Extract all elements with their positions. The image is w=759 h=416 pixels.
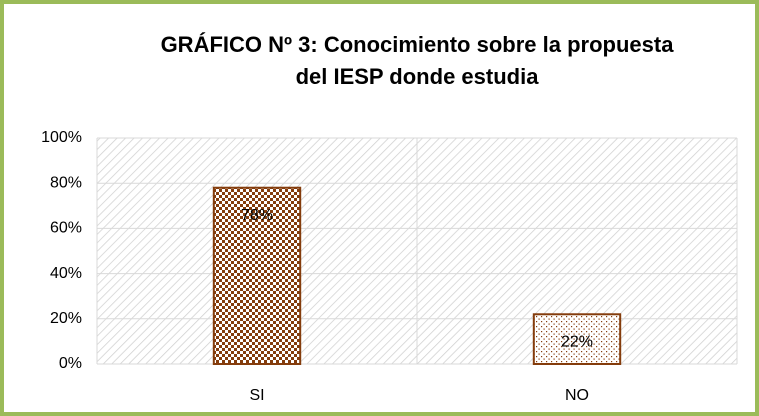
chart-title: del IESP donde estudia — [296, 64, 540, 89]
data-label: 22% — [561, 333, 593, 350]
x-tick-label: SI — [249, 387, 264, 404]
y-tick-label: 60% — [50, 220, 82, 237]
chart-title: GRÁFICO Nº 3: Conocimiento sobre la prop… — [161, 32, 675, 57]
y-tick-label: 80% — [50, 174, 82, 191]
y-tick-label: 40% — [50, 265, 82, 282]
y-tick-label: 0% — [59, 355, 82, 372]
x-tick-label: NO — [565, 387, 589, 404]
bar — [532, 313, 622, 365]
y-tick-label: 100% — [41, 129, 82, 146]
y-tick-label: 20% — [50, 310, 82, 327]
bar — [212, 186, 302, 365]
data-label: 78% — [241, 207, 273, 224]
